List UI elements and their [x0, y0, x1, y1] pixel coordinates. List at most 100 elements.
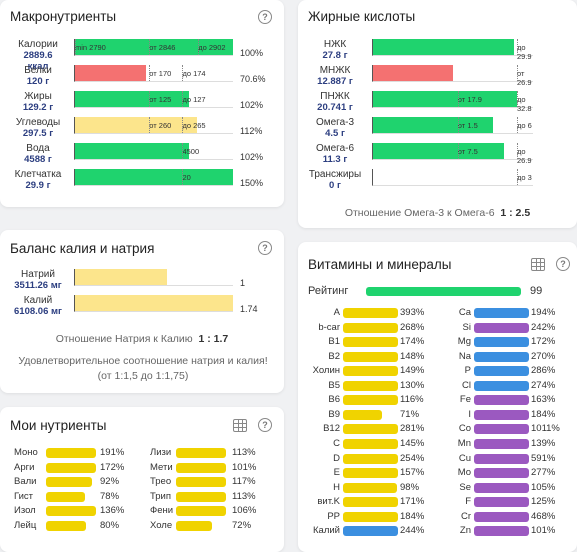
- nutrient-percent: 194%: [531, 307, 556, 318]
- nutrient-name: Трип: [150, 490, 172, 502]
- my-nutrients-card: Мои нутриенты ? Моно 191% Арги 172% Вали 92% Г…: [0, 407, 284, 552]
- macronutrients-card: Макронутриенты ? Калории 2889.6 ккал min 27…: [0, 0, 284, 207]
- nutrient-name: Fe: [459, 394, 471, 406]
- nutrient-percent: 113%: [232, 447, 256, 458]
- nutrient-bar: [343, 424, 398, 435]
- range-marker: до 127: [182, 91, 206, 107]
- nutrient-percent: 163%: [531, 394, 556, 406]
- nutrient-percent: 242%: [531, 321, 556, 333]
- nutrient-bar: [474, 511, 529, 522]
- nutrient-percent: 71%: [400, 408, 420, 420]
- table-icon[interactable]: [233, 419, 247, 432]
- mineral-bar: [75, 269, 167, 285]
- nutrient-label: Клетчатка 29.9 г: [4, 170, 72, 191]
- nutrient-bar: [75, 91, 189, 107]
- nutrient-percent: 98%: [400, 481, 420, 493]
- nutrient-bar: [474, 395, 529, 406]
- nutrient-bar: [343, 337, 398, 348]
- nutrient-percent: 286%: [531, 365, 556, 377]
- nutrient-bar-track: min 2790 от 2846 до 2902: [74, 39, 233, 56]
- nutrient-bar: [75, 169, 233, 185]
- nutrient-name: Ca: [458, 307, 471, 318]
- range-marker: от 17.9: [457, 91, 482, 107]
- nutrient-percent: 281%: [400, 423, 425, 435]
- nutrient-percent: 157%: [400, 467, 425, 479]
- nutrient-percent: 174%: [400, 336, 425, 348]
- help-circle-icon[interactable]: ?: [258, 10, 272, 24]
- nutrient-bar: [176, 491, 226, 502]
- table-icon[interactable]: [531, 258, 545, 271]
- nutrient-name: C: [333, 437, 340, 449]
- fatty-acid-bar: [373, 91, 517, 107]
- fatty-acid-bar-track: до 3: [372, 169, 533, 186]
- nutrient-bar: [474, 351, 529, 362]
- nutrient-percent: 191%: [100, 447, 125, 458]
- nutrient-name: Арги: [14, 461, 35, 473]
- rating-value: 99: [530, 285, 543, 297]
- nutrient-percent: 101%: [531, 525, 556, 537]
- nutrient-percent: 125%: [531, 496, 556, 508]
- nutrient-bar: [343, 497, 398, 508]
- nutrient-bar: [474, 380, 529, 391]
- nutrient-bar-track: 4500: [74, 143, 233, 160]
- nutrient-name: P: [464, 365, 471, 377]
- mineral-ratio-number: 1: [240, 278, 246, 288]
- range-marker: от 125: [149, 91, 172, 107]
- omega-ratio: Отношение Омега-3 к Омега-6 1 : 2.5: [344, 207, 531, 219]
- nutrient-bar: [46, 506, 96, 516]
- nutrient-name: B9: [328, 408, 340, 420]
- nutrient-name: Co: [458, 423, 471, 435]
- nutrient-bar: [75, 39, 233, 55]
- nutrient-percent: 184%: [400, 510, 425, 522]
- nutrient-bar: [343, 438, 398, 449]
- nutrient-bar: [46, 448, 96, 458]
- nutrient-name: E: [333, 467, 340, 479]
- nutrient-percent: 172%: [100, 461, 125, 473]
- fatty-acid-value: 0 г: [329, 180, 341, 191]
- range-marker: до 29.9: [517, 39, 532, 61]
- nutrient-percent: 393%: [400, 307, 425, 318]
- nutrient-percent: 113%: [232, 490, 256, 502]
- nutrient-bar: [46, 462, 96, 473]
- fatty-acid-bar: [373, 143, 505, 159]
- mineral-label: Калий 6108.06 мг: [2, 296, 74, 317]
- fatty-acid-label: НЖК 27.8 г: [300, 40, 370, 61]
- fatty-acid-value: 20.741 г: [317, 102, 353, 113]
- nutrient-name: B5: [328, 379, 340, 391]
- fatty-acid-bar-track: от 1.5 до 6: [372, 117, 533, 134]
- nutrient-percent: 145%: [400, 437, 425, 449]
- nutrient-name: I: [468, 408, 471, 420]
- nutrient-name: Лизи: [150, 447, 172, 458]
- help-circle-icon[interactable]: ?: [258, 418, 272, 432]
- nutrient-percent: 172%: [531, 336, 556, 348]
- nutrient-name: Вали: [14, 476, 37, 487]
- range-marker: от 1.5: [457, 117, 478, 133]
- help-circle-icon[interactable]: ?: [258, 241, 272, 255]
- nutrient-bar: [474, 424, 529, 435]
- nutrient-name: Холе: [150, 519, 173, 531]
- nutrient-bar: [343, 366, 398, 377]
- card-title: Баланс калия и натрия: [10, 241, 155, 256]
- nutrient-percent: 92%: [100, 476, 120, 487]
- nutrient-bar: [474, 337, 529, 348]
- nutrient-bar: [176, 506, 226, 516]
- nutrient-bar: [75, 143, 189, 159]
- nutrient-value: 120 г: [26, 76, 50, 87]
- fatty-acid-label: Омега-3 4.5 г: [300, 118, 370, 139]
- nutrient-percent: 270%: [531, 350, 556, 362]
- nutrient-name: Лейц: [14, 519, 37, 531]
- fatty-acid-label: Трансжиры 0 г: [300, 170, 370, 191]
- nutrient-value: 129.2 г: [22, 102, 54, 113]
- mineral-value: 3511.26 мг: [14, 280, 62, 291]
- nutrient-bar-track: от 260 до 265: [74, 117, 233, 134]
- nutrient-percent: 244%: [400, 525, 425, 537]
- nutrient-bar: [474, 526, 529, 537]
- range-marker: до 32.8: [517, 91, 532, 113]
- nutrient-bar: [176, 462, 226, 473]
- help-circle-icon[interactable]: ?: [556, 257, 570, 271]
- nutrient-bar: [343, 511, 398, 522]
- nutrient-name: Se: [459, 481, 471, 493]
- nutrient-name: D: [333, 452, 340, 464]
- nutrient-bar: [46, 520, 86, 531]
- nutrient-percent: 80%: [100, 519, 120, 531]
